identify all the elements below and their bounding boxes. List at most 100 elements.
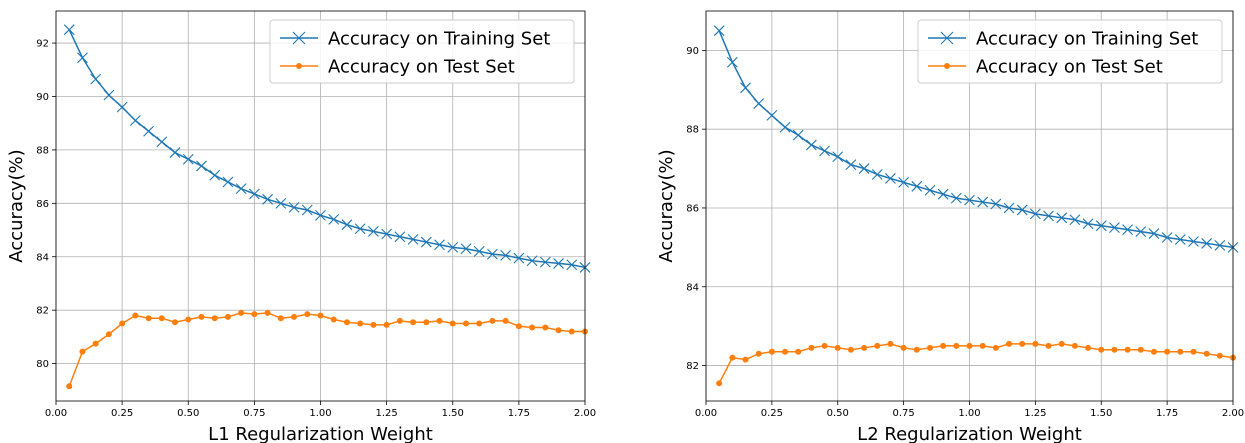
data-point	[755, 350, 762, 357]
data-point-stroke	[487, 248, 498, 260]
data-point	[116, 101, 128, 113]
data-point	[502, 317, 509, 324]
x-tick-label: 0.25	[111, 408, 133, 419]
data-point-stroke	[262, 193, 273, 205]
data-point	[1085, 344, 1092, 351]
axes-frame	[55, 10, 586, 402]
data-point	[1045, 342, 1052, 349]
y-tick-label: 86	[686, 203, 699, 214]
data-point	[966, 342, 973, 349]
data-point	[92, 340, 99, 347]
y-tick-label: 86	[36, 199, 49, 210]
data-point-stroke	[513, 252, 525, 264]
data-point	[566, 259, 578, 271]
x-tick-label: 0.75	[892, 408, 914, 419]
data-point	[911, 180, 923, 192]
data-point	[913, 346, 920, 353]
data-point	[105, 331, 112, 338]
data-point	[1135, 226, 1147, 237]
data-point-stroke	[885, 173, 896, 184]
data-point	[449, 320, 456, 327]
data-point-stroke	[394, 231, 406, 243]
data-point-stroke	[77, 52, 88, 64]
data-point-stroke	[911, 180, 923, 192]
data-point-stroke	[845, 159, 857, 171]
y-tick-label: 84	[36, 252, 49, 263]
chart-panel-1: 0.00 0.25 0.50 0.75 1.00 1.25 1.50 1.75 2.00 80 82…	[6, 10, 596, 443]
data-point-stroke	[116, 101, 128, 113]
data-point	[926, 344, 933, 351]
x-tick-label: 0.00	[695, 408, 717, 419]
data-point	[489, 317, 496, 324]
y-tick-label: 88	[686, 125, 699, 136]
data-point	[277, 315, 284, 322]
data-point	[924, 184, 936, 196]
data-point-stroke	[156, 136, 168, 148]
y-tick-label: 82	[36, 306, 49, 317]
data-point	[1003, 202, 1015, 214]
data-point	[182, 153, 194, 165]
data-point	[779, 121, 791, 133]
data-point-stroke	[1148, 228, 1160, 239]
data-point	[977, 196, 989, 208]
data-point-stroke	[566, 259, 578, 271]
data-point	[979, 342, 986, 349]
data-point-stroke	[539, 256, 551, 268]
data-point-stroke	[713, 25, 725, 37]
data-point	[513, 252, 525, 264]
data-point-stroke	[63, 24, 75, 36]
data-point	[275, 197, 287, 209]
data-point	[887, 340, 894, 347]
data-point	[77, 52, 88, 64]
data-point-stroke	[315, 209, 326, 221]
data-point	[1150, 348, 1157, 355]
data-point-stroke	[90, 73, 102, 85]
data-point-stroke	[740, 82, 751, 94]
data-point	[792, 129, 804, 141]
data-point	[1190, 348, 1197, 355]
data-point-stroke	[235, 183, 247, 195]
data-point	[832, 151, 844, 163]
data-point	[542, 324, 549, 331]
data-point-stroke	[354, 223, 366, 235]
data-point	[858, 163, 870, 174]
legend: Accuracy on Training Set Accuracy on Test…	[269, 19, 575, 84]
data-point	[343, 319, 350, 326]
data-point	[1164, 348, 1171, 355]
data-point-stroke	[553, 258, 564, 269]
data-point	[264, 309, 271, 316]
data-point	[301, 204, 313, 216]
data-point-stroke	[792, 129, 804, 141]
data-point	[460, 243, 472, 255]
data-point	[235, 183, 247, 195]
x-tick-label: 0.50	[177, 408, 199, 419]
data-point	[248, 188, 260, 200]
data-point	[288, 201, 300, 213]
data-point-stroke	[1016, 204, 1028, 216]
series-line	[718, 343, 1234, 384]
data-point	[782, 348, 789, 355]
data-point-stroke	[1135, 226, 1147, 237]
data-point-stroke	[129, 115, 141, 126]
data-point	[1095, 220, 1107, 232]
data-point	[410, 319, 417, 326]
data-point-stroke	[328, 213, 340, 225]
data-point	[529, 324, 536, 331]
data-point	[1058, 340, 1065, 347]
y-tick-label: 88	[36, 145, 49, 156]
data-point	[1056, 212, 1068, 224]
data-point	[1109, 222, 1120, 234]
data-point-stroke	[1043, 210, 1054, 222]
x-tick-label: 1.00	[958, 408, 980, 419]
data-point	[1161, 232, 1173, 243]
x-axis-label: L1 Regularization Weight	[208, 424, 433, 443]
data-point	[515, 323, 522, 330]
data-point	[821, 342, 828, 349]
data-point-stroke	[819, 145, 830, 157]
y-tick-label: 90	[36, 92, 49, 103]
data-point-stroke	[1003, 202, 1015, 214]
data-point	[145, 315, 152, 322]
data-point-stroke	[288, 201, 300, 213]
data-point	[874, 342, 881, 349]
data-point	[357, 320, 364, 327]
